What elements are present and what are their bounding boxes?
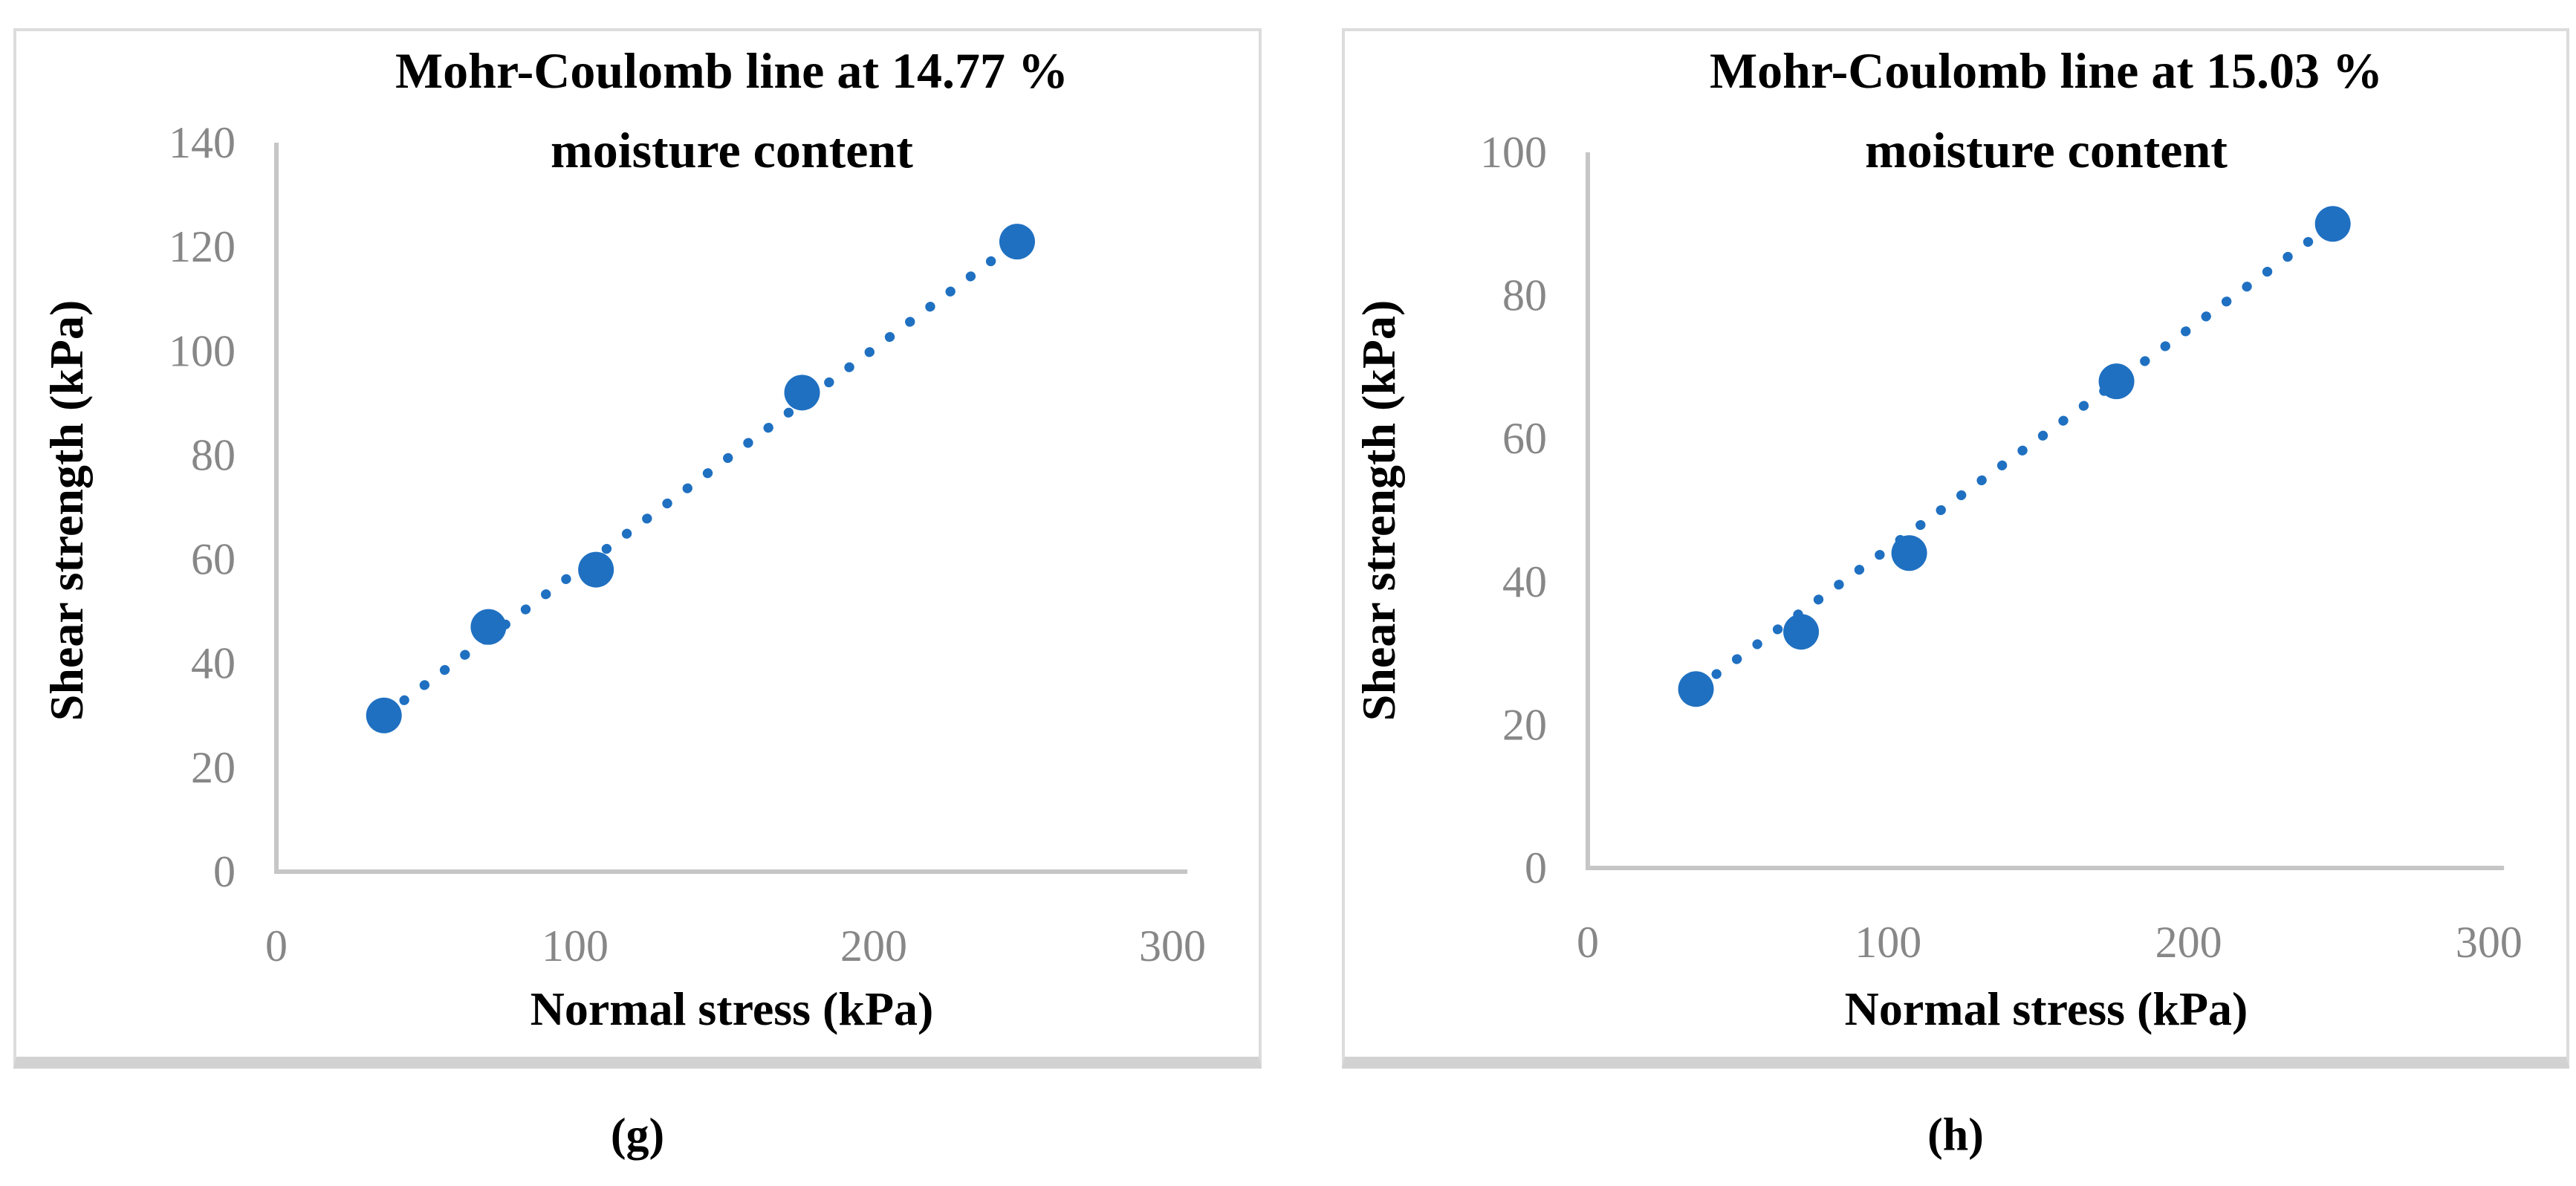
y-tick-label: 80 [1502, 271, 1547, 320]
chart-h-title-line1: Mohr-Coulomb line at 15.03 % [1709, 42, 2384, 99]
subfigure-caption-h: (h) [1927, 1109, 1984, 1161]
y-tick-label: 140 [169, 118, 236, 167]
data-point [578, 551, 614, 588]
chart-h-title: Mohr-Coulomb line at 15.03 % moisture co… [1710, 31, 2383, 190]
y-tick-label: 0 [1525, 843, 1547, 892]
chart-panel-h: 0 20 40 60 80 100 0 100 200 300 Mohr-Coulomb line… [1342, 28, 2569, 1069]
axis-lines [274, 143, 1188, 874]
y-tick-label: 60 [1502, 414, 1547, 463]
y-tick-label: 120 [169, 222, 236, 271]
data-point [999, 224, 1035, 260]
chart-g-title-line1: Mohr-Coulomb line at 14.77 % [395, 42, 1069, 99]
x-tick-label: 300 [2456, 918, 2523, 967]
chart-g-x-axis-title: Normal stress (kPa) [530, 982, 934, 1035]
y-tick-label: 20 [1502, 700, 1547, 749]
x-tick-label: 0 [1577, 918, 1599, 967]
chart-h-x-axis-title: Normal stress (kPa) [1844, 982, 2248, 1035]
chart-g-plot-area: 0 20 40 60 80 100 120 140 0 100 200 300 [169, 118, 1206, 970]
chart-h-plot-area: 0 20 40 60 80 100 0 100 200 300 [1480, 128, 2523, 967]
data-point [1891, 535, 1927, 571]
y-tick-label: 40 [1502, 557, 1547, 606]
chart-g-title-line2: moisture content [551, 122, 913, 178]
chart-g-y-axis-title: Shear strength (kPa) [40, 299, 93, 722]
trendline-dotted [379, 236, 1022, 721]
y-tick-label: 80 [191, 430, 236, 479]
chart-h-y-axis-title: Shear strength (kPa) [1352, 299, 1405, 722]
data-point [2314, 206, 2351, 242]
subfigure-caption-g: (g) [610, 1109, 665, 1161]
x-tick-label: 0 [265, 921, 288, 970]
y-tick-label: 100 [169, 326, 236, 375]
trendline-dotted [1691, 218, 2338, 694]
data-point [366, 697, 402, 733]
x-tick-label: 300 [1139, 921, 1206, 970]
y-tick-label: 100 [1480, 128, 1547, 177]
chart-panel-g: 0 20 40 60 80 100 120 140 0 100 200 300 Mohr-Coulom… [13, 28, 1262, 1069]
data-point [1678, 671, 1714, 707]
data-point [2098, 363, 2135, 400]
data-point [1783, 614, 1820, 650]
data-point [470, 609, 507, 645]
x-tick-label: 200 [840, 921, 907, 970]
x-tick-label: 100 [542, 921, 609, 970]
y-tick-label: 40 [191, 639, 236, 688]
data-point [784, 375, 820, 411]
x-tick-label: 200 [2155, 918, 2222, 967]
chart-g-title: Mohr-Coulomb line at 14.77 % moisture co… [395, 31, 1068, 190]
y-tick-label: 20 [191, 743, 236, 792]
chart-h-title-line2: moisture content [1865, 122, 2228, 178]
y-tick-label: 60 [191, 535, 236, 584]
y-tick-label: 0 [213, 847, 236, 896]
x-tick-label: 100 [1855, 918, 1921, 967]
axis-lines [1586, 152, 2505, 870]
